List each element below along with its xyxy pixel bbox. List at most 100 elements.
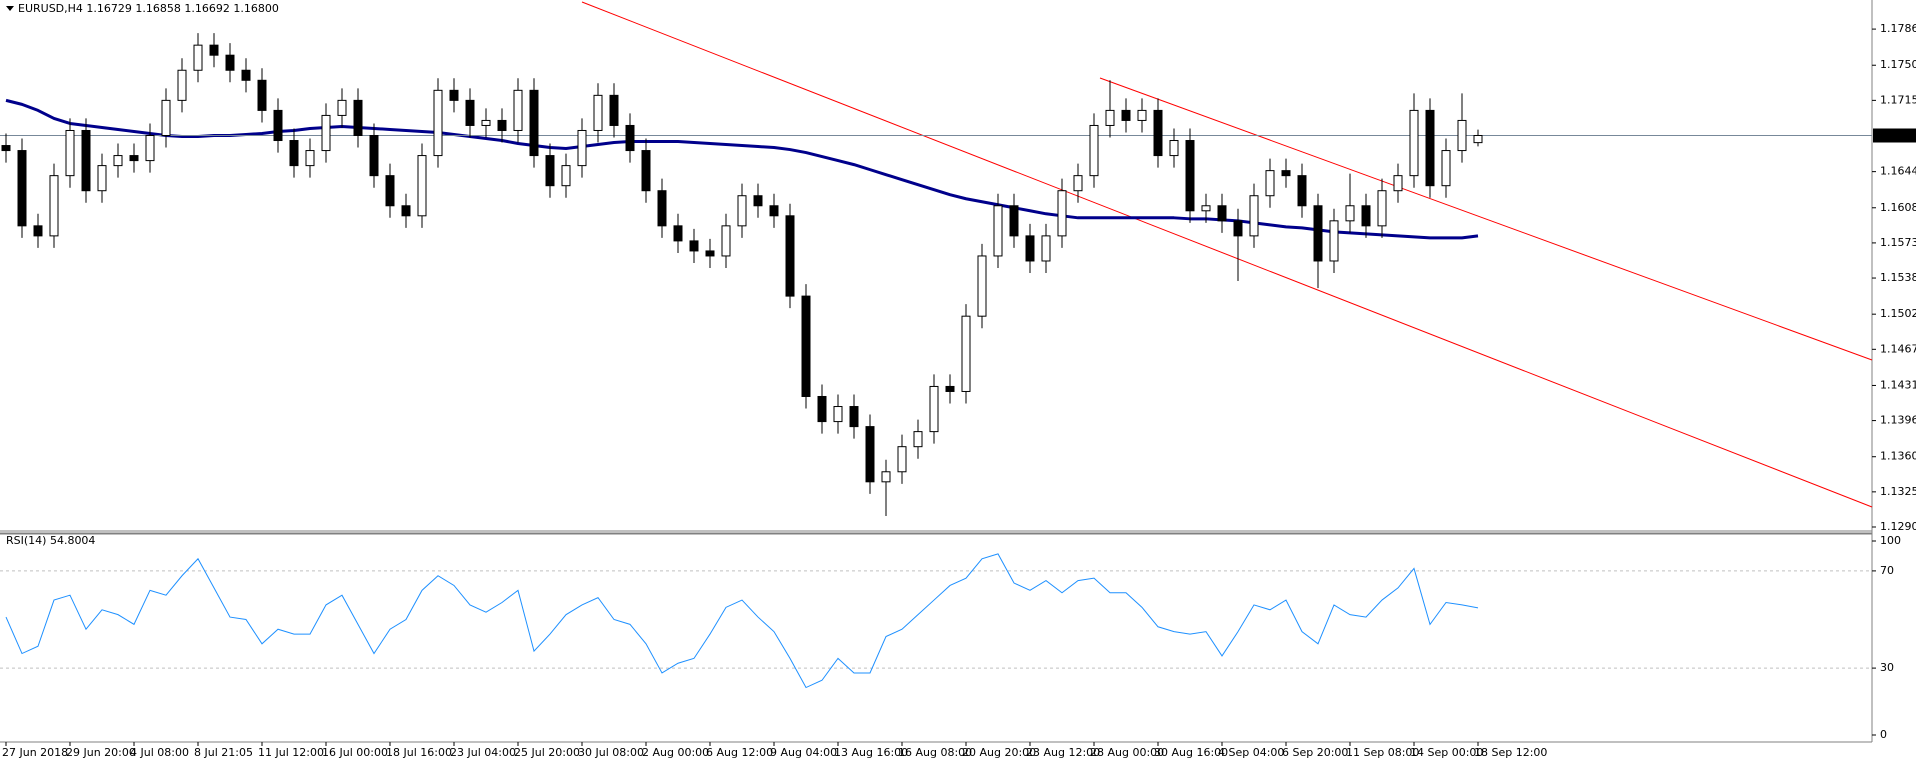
candle-body: [1457, 119, 1467, 152]
candle-body: [513, 89, 523, 131]
x-tick-label: 11 Sep 08:00: [1346, 746, 1419, 759]
candle-body: [561, 165, 571, 187]
candle-body: [913, 431, 923, 448]
y-tick-label: 1.17150: [1880, 93, 1916, 106]
candle-body: [833, 406, 843, 423]
candle-body: [33, 225, 43, 237]
x-tick-label: 30 Jul 08:00: [578, 746, 644, 759]
candle-body: [993, 205, 1003, 257]
candle-body: [1041, 235, 1051, 262]
candle-body: [673, 225, 683, 242]
y-tick-label: 70: [1880, 564, 1894, 577]
candle-body: [865, 426, 875, 483]
candle-body: [657, 190, 667, 227]
x-tick-label: 14 Sep 00:00: [1410, 746, 1483, 759]
x-tick-label: 2 Aug 00:00: [642, 746, 709, 759]
candle-body: [289, 140, 299, 167]
x-tick-label: 8 Jul 21:05: [194, 746, 253, 759]
candle-body: [273, 109, 283, 142]
y-tick-label: 1.16080: [1880, 201, 1916, 214]
candle-body: [753, 195, 763, 207]
candle-body: [465, 99, 475, 126]
candle-body: [1089, 124, 1099, 177]
x-tick-label: 23 Jul 04:00: [450, 746, 516, 759]
candle-body: [369, 134, 379, 177]
candle-body: [1121, 109, 1131, 121]
rsi-title: RSI(14) 54.8004: [6, 534, 95, 547]
candle-body: [305, 150, 315, 167]
y-tick-label: 1.15730: [1880, 236, 1916, 249]
candle-body: [1217, 205, 1227, 222]
candle-body: [129, 155, 139, 162]
plot-area: [581, 1, 1873, 508]
candle-body: [1, 145, 11, 152]
candle-body: [1425, 109, 1435, 187]
candle-body: [17, 150, 27, 227]
candle-body: [81, 129, 91, 192]
x-tick-label: 4 Jul 08:00: [130, 746, 189, 759]
candle-body: [577, 129, 587, 167]
y-tick-label: 1.14310: [1880, 378, 1916, 391]
x-tick-label: 29 Jun 20:00: [66, 746, 136, 759]
chart-title: EURUSD,H4 1.16729 1.16858 1.16692 1.1680…: [18, 2, 279, 15]
y-tick-label: 1.15380: [1880, 271, 1916, 284]
candle-body: [1249, 195, 1259, 237]
candle-body: [433, 89, 443, 157]
x-tick-label: 27 Jun 2018: [2, 746, 68, 759]
candle-body: [1185, 140, 1195, 212]
candle-body: [609, 94, 619, 126]
candle-body: [1009, 205, 1019, 237]
x-tick-label: 16 Aug 08:00: [898, 746, 972, 759]
menu-arrow[interactable]: [6, 6, 14, 11]
candle-body: [497, 119, 507, 131]
candle-body: [113, 155, 123, 167]
candle-body: [257, 79, 267, 111]
candle-body: [321, 114, 331, 152]
x-tick-label: 25 Jul 20:00: [514, 746, 580, 759]
trend-line: [1099, 77, 1873, 361]
candle-body: [881, 471, 891, 483]
candle-body: [545, 155, 555, 187]
candle-body: [353, 99, 363, 136]
x-tick-label: 18 Sep 12:00: [1474, 746, 1547, 759]
candle-body: [1073, 175, 1083, 192]
candle-body: [1473, 134, 1483, 144]
candle-body: [1169, 140, 1179, 157]
x-tick-label: 13 Aug 16:00: [834, 746, 908, 759]
candle-body: [1153, 109, 1163, 157]
candle-body: [1265, 170, 1275, 197]
x-tick-label: 9 Aug 04:00: [770, 746, 837, 759]
candle-body: [193, 44, 203, 71]
x-tick-label: 16 Jul 00:00: [322, 746, 388, 759]
x-tick-label: 4 Sep 04:00: [1218, 746, 1284, 759]
candle-body: [1361, 205, 1371, 227]
candle-body: [785, 215, 795, 297]
y-tick-label: 30: [1880, 661, 1894, 674]
candle-body: [145, 134, 155, 162]
candle-body: [929, 385, 939, 433]
x-tick-label: 23 Aug 12:00: [1026, 746, 1100, 759]
y-tick-label: 1.16440: [1880, 165, 1916, 178]
candle-body: [481, 119, 491, 126]
candle-body: [849, 406, 859, 428]
x-tick-label: 20 Aug 20:00: [962, 746, 1036, 759]
candle-body: [737, 195, 747, 227]
x-tick-label: 11 Jul 12:00: [258, 746, 324, 759]
y-tick-label: 1.17500: [1880, 58, 1916, 71]
candle-body: [945, 385, 955, 392]
candle-body: [1313, 205, 1323, 262]
candle-body: [385, 175, 395, 207]
candle-body: [449, 89, 459, 101]
candle-body: [721, 225, 731, 257]
candle-body: [97, 165, 107, 192]
candle-body: [1441, 150, 1451, 187]
candle-body: [625, 124, 635, 152]
y-tick-label: 1.12900: [1880, 520, 1916, 533]
candle-body: [1329, 220, 1339, 262]
y-tick-label: 100: [1880, 534, 1901, 547]
candle-body: [1281, 170, 1291, 177]
y-tick-label: 0: [1880, 728, 1887, 741]
candle-body: [529, 89, 539, 157]
